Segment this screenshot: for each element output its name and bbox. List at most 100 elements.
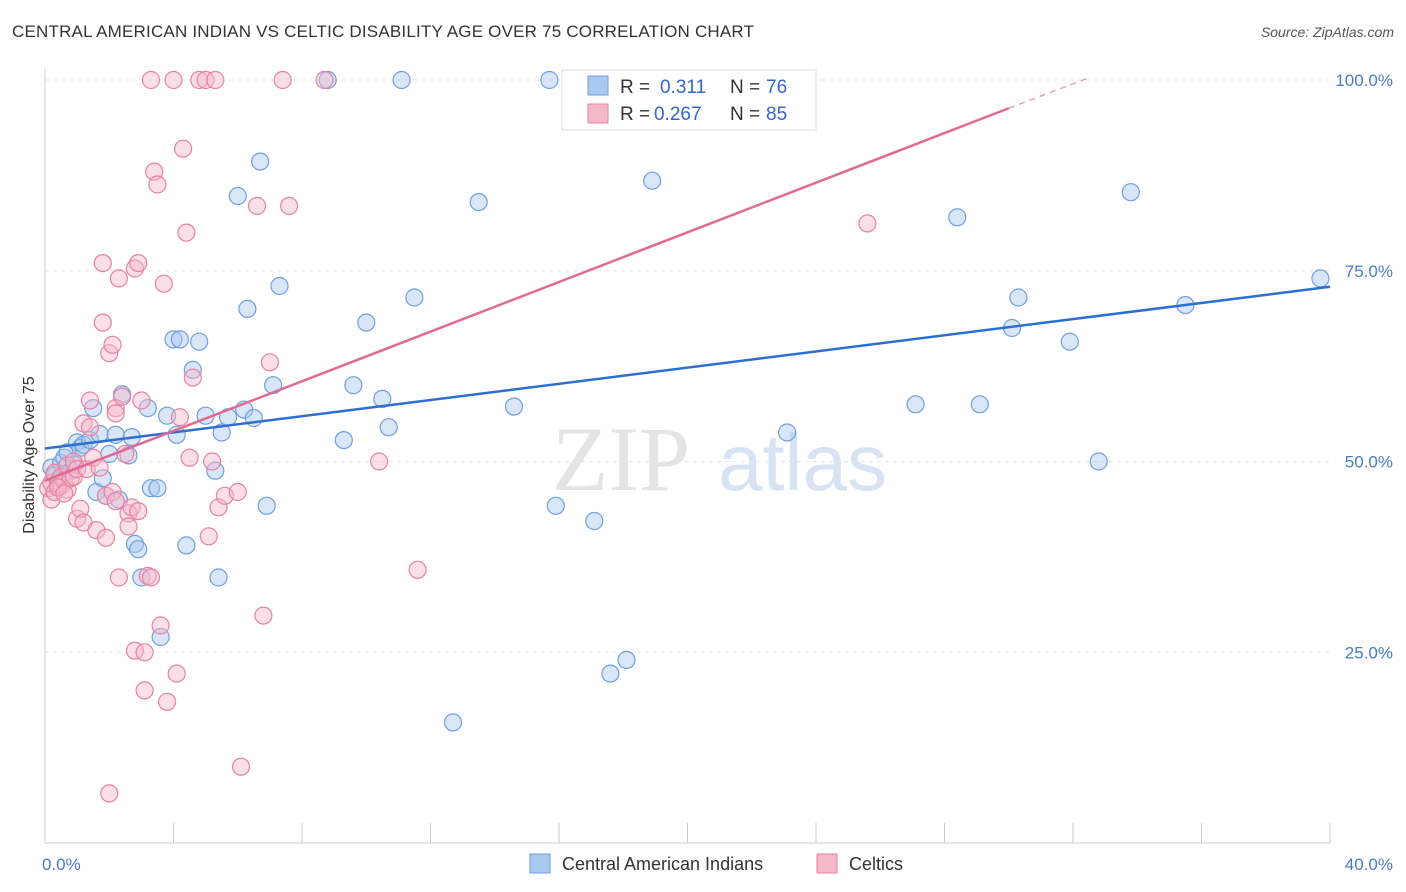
legend-bottom-swatch-central: [529, 853, 551, 874]
point-celtic-62: [180, 448, 199, 467]
point-central-65: [643, 171, 662, 190]
point-celtic-78: [315, 70, 334, 90]
point-celtic-64: [190, 70, 209, 90]
point-celtic-74: [254, 606, 273, 625]
point-central-46: [251, 152, 270, 171]
y-tick-label-2: 75.0%: [1345, 262, 1393, 281]
point-central-35: [183, 360, 202, 379]
point-celtic-34: [106, 492, 125, 511]
point-central-27: [141, 479, 161, 498]
point-central-70: [970, 395, 989, 414]
point-celtic-32: [106, 399, 125, 418]
legend-bottom-celtics: Celtics: [849, 854, 903, 874]
point-celtic-68: [206, 70, 225, 90]
point-celtic-46: [132, 391, 151, 410]
point-central-44: [238, 299, 257, 318]
point-central-51: [334, 431, 353, 450]
point-celtic-35: [109, 269, 129, 288]
y-axis-label: Disability Age Over 75: [21, 376, 38, 534]
point-celtic-61: [177, 223, 196, 242]
legend-r-value-2: 0.267: [654, 104, 702, 125]
chart-title: CENTRAL AMERICAN INDIAN VS CELTIC DISABI…: [12, 22, 755, 41]
watermark-atlas: atlas: [718, 418, 887, 507]
point-central-24: [129, 540, 148, 559]
point-central-36: [190, 332, 209, 351]
point-celtic-26: [93, 313, 112, 332]
point-celtic-84: [55, 484, 74, 503]
legend-n-label-1: N =: [730, 77, 760, 98]
point-central-31: [164, 330, 183, 349]
point-central-26: [138, 399, 157, 418]
point-celtic-50: [141, 70, 161, 90]
point-celtic-79: [370, 452, 389, 471]
point-central-64: [617, 650, 636, 670]
point-celtic-37: [112, 387, 132, 406]
point-central-40: [209, 568, 228, 587]
legend-top: R = 0.311 N = 76 R = 0.267 N = 85: [561, 69, 817, 131]
point-celtic-51: [141, 568, 161, 587]
point-central-74: [1089, 452, 1108, 471]
point-central-73: [1060, 332, 1079, 351]
point-central-63: [601, 664, 620, 683]
point-celtic-27: [96, 528, 116, 547]
y-tick-label-0: 25.0%: [1345, 643, 1393, 662]
point-central-59: [504, 397, 524, 416]
point-central-49: [270, 276, 289, 296]
point-celtic-48: [135, 643, 154, 662]
point-central-56: [392, 70, 411, 90]
legend-swatch-celtics: [587, 103, 609, 124]
point-celtic-59: [170, 408, 189, 427]
legend-bottom: Central American Indians Celtics: [529, 853, 903, 874]
axes: 25.0% 50.0% 75.0% 100.0% 0.0% 40.0%: [42, 68, 1393, 874]
point-central-67: [777, 423, 797, 442]
point-celtic-82: [858, 214, 877, 233]
point-central-57: [405, 288, 424, 307]
point-celtic-55: [154, 274, 173, 293]
point-central-77: [1311, 269, 1330, 288]
point-central-55: [379, 418, 398, 437]
point-celtic-23: [87, 521, 106, 540]
point-celtic-30: [103, 335, 122, 354]
grid: [45, 79, 1330, 653]
point-central-28: [148, 479, 167, 498]
point-central-52: [344, 376, 363, 395]
trend-line-1: [44, 107, 1010, 482]
point-central-75: [1121, 183, 1140, 202]
point-celtic-45: [129, 502, 148, 521]
trend-lines: [44, 77, 1331, 482]
source-label: Source: ZipAtlas.com: [1260, 24, 1394, 40]
series-central-american-indians: [42, 70, 1330, 732]
point-celtic-21: [80, 391, 100, 410]
legend-n-label-2: N =: [730, 104, 760, 125]
point-celtic-36: [109, 568, 129, 587]
legend-swatch-central: [587, 75, 609, 96]
legend-r-value-1: 0.311: [660, 77, 706, 98]
point-central-53: [357, 313, 376, 332]
point-celtic-16: [71, 499, 90, 518]
x-tick-label-0: 0.0%: [42, 855, 81, 874]
y-tick-label-1: 50.0%: [1345, 453, 1393, 472]
x-tick-label-1: 40.0%: [1345, 855, 1393, 874]
point-celtic-44: [129, 254, 148, 273]
point-celtic-71: [228, 482, 247, 502]
series-celtics: [39, 70, 877, 803]
point-central-33: [170, 330, 189, 349]
point-celtic-80: [408, 560, 427, 579]
point-celtic-25: [93, 254, 112, 273]
point-central-54: [373, 389, 392, 408]
point-celtic-20: [80, 418, 100, 437]
point-celtic-65: [196, 70, 215, 90]
point-celtic-40: [119, 517, 138, 536]
trend-line-0: [44, 285, 1331, 450]
watermark-zip: ZIP: [552, 408, 690, 510]
point-celtic-56: [158, 692, 177, 711]
point-celtic-81: [100, 784, 119, 803]
point-celtic-66: [199, 527, 218, 546]
legend-r-label-2: R =: [620, 104, 650, 125]
point-celtic-53: [148, 175, 167, 194]
point-central-25: [132, 568, 151, 587]
trend-line-dashed-1: [1008, 77, 1090, 109]
legend-n-value-1: 76: [766, 77, 787, 98]
point-central-68: [906, 395, 925, 414]
